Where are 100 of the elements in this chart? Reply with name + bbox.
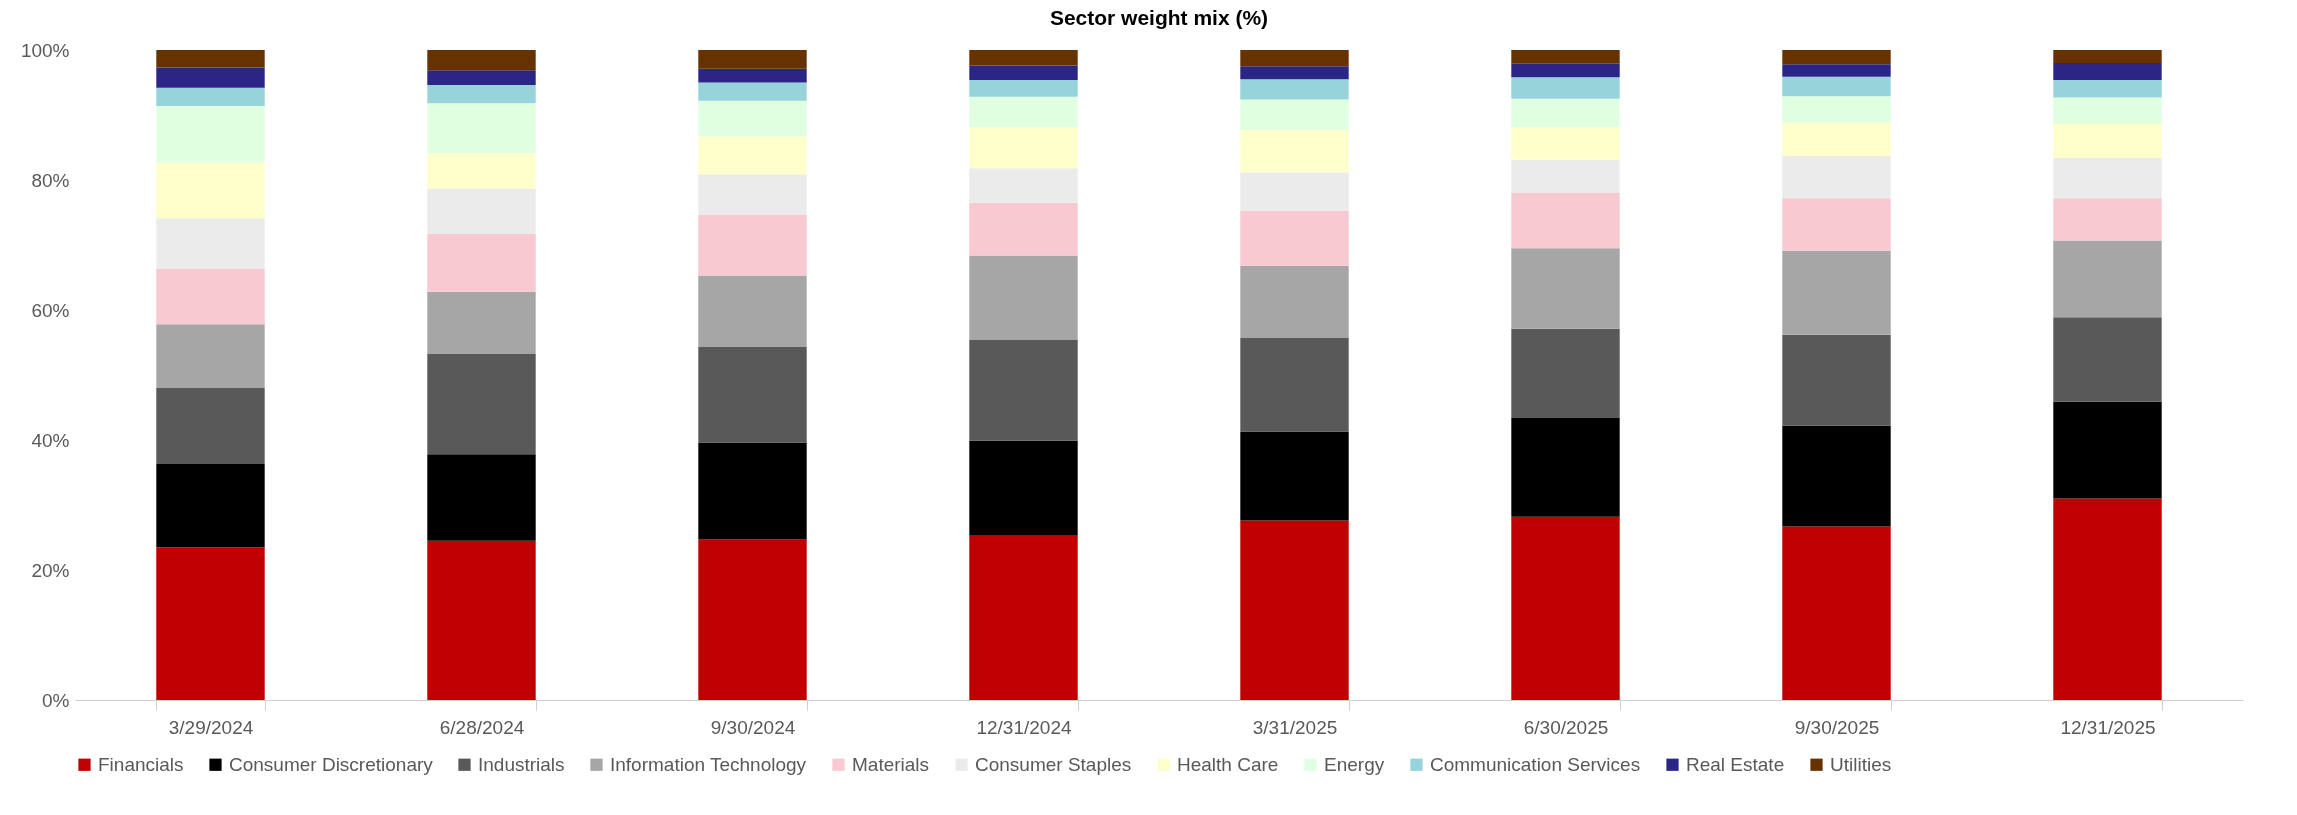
- bar: [1240, 337, 1349, 432]
- legend-label: Information Technology: [610, 753, 807, 775]
- bar: [2053, 198, 2162, 241]
- bar: [1782, 334, 1891, 426]
- bar: [1511, 63, 1620, 78]
- legend-label: Financials: [98, 753, 184, 775]
- y-tick-label: 80%: [31, 169, 70, 191]
- legend-label: Energy: [1324, 753, 1385, 775]
- bar: [1782, 76, 1891, 97]
- bar: [1240, 431, 1349, 521]
- x-tick-label: 3/31/2025: [1252, 716, 1338, 738]
- bar: [427, 291, 536, 354]
- legend-label: Utilities: [1830, 753, 1892, 775]
- bar: [1240, 129, 1349, 173]
- bar: [1240, 79, 1349, 100]
- bar: [156, 67, 265, 88]
- bar: [1782, 250, 1891, 335]
- bar: [427, 540, 536, 700]
- x-tick-label: 9/30/2025: [1794, 716, 1880, 738]
- y-tick-label: 20%: [31, 559, 70, 581]
- bar: [427, 153, 536, 189]
- legend-label: Communication Services: [1430, 753, 1641, 775]
- bar: [698, 346, 807, 443]
- bar: [427, 103, 536, 154]
- bar: [1511, 159, 1620, 193]
- legend-label: Real Estate: [1686, 753, 1785, 775]
- bar: [156, 162, 265, 219]
- bar: [698, 275, 807, 347]
- x-tick-label: 6/28/2024: [439, 716, 525, 738]
- bar: [969, 96, 1078, 128]
- bar: [156, 50, 265, 68]
- bar: [1511, 193, 1620, 249]
- bar: [698, 539, 807, 700]
- bar: [427, 233, 536, 292]
- bar: [1240, 210, 1349, 266]
- bar: [698, 136, 807, 175]
- bar: [156, 464, 265, 548]
- bar: [1782, 122, 1891, 156]
- legend-label: Industrials: [478, 753, 565, 775]
- bar: [1782, 155, 1891, 199]
- bar: [1782, 50, 1891, 65]
- bar: [1782, 64, 1891, 77]
- bar: [2053, 63, 2162, 80]
- bar: [427, 50, 536, 71]
- bar: [1240, 99, 1349, 130]
- bar: [1511, 50, 1620, 64]
- bar: [427, 188, 536, 234]
- bar: [1511, 516, 1620, 700]
- bar: [2053, 124, 2162, 158]
- y-tick-label: 100%: [20, 39, 70, 61]
- bar: [427, 353, 536, 455]
- bar: [969, 440, 1078, 535]
- bar: [698, 442, 807, 540]
- bar: [1782, 425, 1891, 527]
- bar: [1240, 520, 1349, 700]
- bar: [427, 70, 536, 86]
- bar: [1511, 417, 1620, 517]
- bar: [1511, 127, 1620, 160]
- bar: [969, 127, 1078, 169]
- bar: [1511, 248, 1620, 329]
- bar: [1240, 172, 1349, 211]
- bar: [156, 388, 265, 465]
- bar: [2053, 240, 2162, 318]
- chart-title: Sector weight mix (%): [1049, 6, 1269, 29]
- bar: [698, 100, 807, 137]
- bar: [969, 65, 1078, 80]
- bar: [969, 202, 1078, 256]
- bar: [1240, 66, 1349, 80]
- bar: [1511, 98, 1620, 128]
- bar: [698, 50, 807, 69]
- legend-label: Health Care: [1177, 753, 1279, 775]
- bar: [156, 105, 265, 163]
- bar: [427, 85, 536, 104]
- bar: [969, 168, 1078, 203]
- x-tick-label: 9/30/2024: [710, 716, 796, 738]
- bar: [969, 339, 1078, 441]
- bar: [1240, 50, 1349, 67]
- bar: [698, 68, 807, 83]
- bar: [969, 50, 1078, 66]
- legend-label: Materials: [852, 753, 930, 775]
- bar: [698, 82, 807, 101]
- bar: [156, 324, 265, 388]
- x-tick-label: 12/31/2024: [976, 716, 1072, 738]
- x-tick-label: 12/31/2025: [2060, 716, 2156, 738]
- y-tick-label: 60%: [31, 299, 70, 321]
- x-tick-label: 6/30/2025: [1523, 716, 1609, 738]
- bar: [2053, 498, 2162, 700]
- bar: [1511, 77, 1620, 99]
- bar: [2053, 401, 2162, 499]
- y-tick-label: 0%: [42, 689, 70, 711]
- bar: [1511, 328, 1620, 418]
- bar: [1782, 96, 1891, 123]
- bar: [156, 218, 265, 270]
- bar: [969, 79, 1078, 97]
- bar: [427, 454, 536, 541]
- bar: [969, 255, 1078, 340]
- bar: [156, 87, 265, 106]
- bar: [1782, 526, 1891, 700]
- bar: [156, 269, 265, 325]
- bar: [969, 534, 1078, 700]
